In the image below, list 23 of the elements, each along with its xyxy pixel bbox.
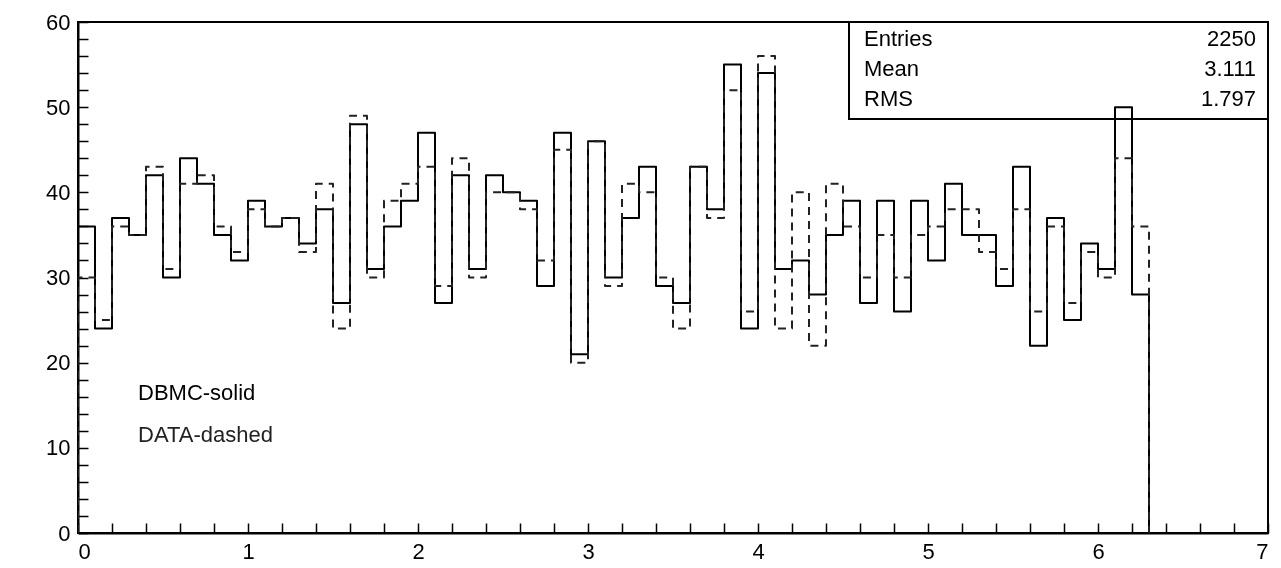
x-tick-label: 2 xyxy=(412,538,425,564)
annotation: 1.797 xyxy=(1200,85,1256,113)
annotation: 2250 xyxy=(1207,25,1256,53)
y-tick-label: 30 xyxy=(46,265,71,290)
annotation: 3.111 xyxy=(1204,55,1256,83)
y-tick-label: 0 xyxy=(58,520,71,546)
x-tick-label: 5 xyxy=(922,538,935,564)
annotation: Entries xyxy=(864,25,933,53)
annotation: Mean xyxy=(864,55,920,83)
y-tick-label: 40 xyxy=(46,179,71,205)
y-tick-label: 50 xyxy=(46,94,71,120)
x-tick-label: 0 xyxy=(78,538,91,564)
x-tick-label: 1 xyxy=(242,538,255,564)
x-tick-label: 4 xyxy=(752,538,765,564)
y-tick-label: 10 xyxy=(46,435,71,461)
y-tick-label: 20 xyxy=(46,350,71,376)
annotation: RMS xyxy=(864,85,913,113)
y-tick-label: 60 xyxy=(46,9,71,35)
x-tick-label: 3 xyxy=(582,538,595,564)
text: DBMC-solid xyxy=(138,379,257,407)
x-tick-label: 7 xyxy=(1256,538,1269,564)
text: DATA-dashed xyxy=(138,421,273,449)
x-tick-label: 6 xyxy=(1092,538,1105,564)
